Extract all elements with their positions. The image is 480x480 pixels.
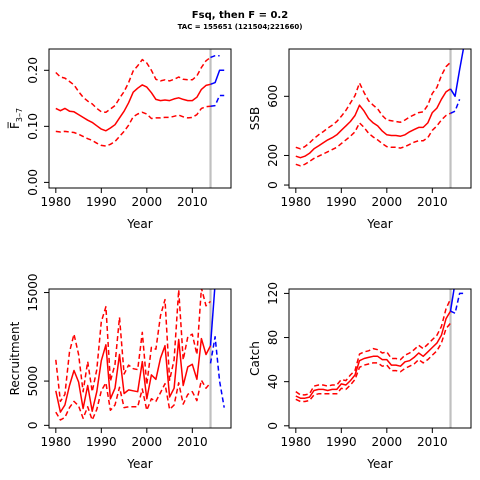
fbar-series-projection-upper — [210, 54, 220, 59]
fbar-ylabel: F̅3–7 — [7, 108, 24, 129]
page-subtitle: TAC = 155651 (121504;221660) — [177, 23, 303, 31]
catch-xtick-label: 2000 — [372, 435, 403, 449]
fbar-panel: 1980 1990 2000 2010 0.00 0.10 0.20 Year F̅3–7 — [7, 48, 232, 231]
ssb-series-historical-median — [295, 88, 451, 159]
catch-frame — [288, 288, 472, 429]
catch-ytick-label: 40 — [266, 374, 280, 389]
recruitment-series-historical-median — [55, 337, 212, 413]
ssb-xlabel: Year — [366, 217, 392, 231]
catch-series-projection-lower — [450, 292, 465, 315]
recruitment-ytick-label: 0 — [26, 422, 40, 430]
recruitment-xtick-label: 2000 — [132, 435, 163, 449]
fbar-xtick-label: 1980 — [41, 195, 72, 209]
catch-series-projection-median — [449, 289, 455, 312]
ssb-ytick-label: 0 — [266, 181, 280, 189]
ssb-xtick-label: 2000 — [372, 195, 403, 209]
recruitment-xtick-label: 2010 — [177, 435, 208, 449]
catch-ytick-label: 0 — [266, 422, 280, 430]
ssb-xtick-label: 1990 — [326, 195, 357, 209]
catch-series-historical-lower — [295, 322, 452, 403]
recruitment-series-historical-upper — [55, 289, 212, 403]
ssb-xtick-label: 2010 — [417, 195, 448, 209]
ssb-ytick-label: 200 — [266, 144, 280, 167]
fbar-xtick-label: 1990 — [86, 195, 117, 209]
ssb-frame — [288, 48, 472, 189]
ssb-ytick-label: 600 — [266, 85, 280, 108]
recruitment-panel: 1980 1990 2000 2010 0 5000 15000 Year Recruitmen… — [8, 273, 232, 471]
ssb-ylabel: SSB — [248, 107, 262, 130]
catch-xtick-label: 1990 — [326, 435, 357, 449]
catch-ytick-label: 120 — [266, 282, 280, 305]
ssb-series-historical-lower — [295, 112, 451, 167]
recruitment-xtick-label: 1980 — [41, 435, 72, 449]
ssb-panel: 1980 1990 2000 2010 0 200 600 Year SSB — [248, 48, 472, 231]
catch-ytick-label: 80 — [266, 330, 280, 345]
fbar-series-projection-median — [210, 69, 225, 86]
catch-xlabel: Year — [366, 457, 392, 471]
fbar-xlabel: Year — [126, 217, 152, 231]
catch-series-historical-upper — [295, 298, 452, 396]
fbar-xtick-label: 2000 — [132, 195, 163, 209]
page-title: Fsq, then F = 0.2 — [191, 10, 289, 21]
recruitment-series-historical-lower — [55, 379, 212, 421]
fbar-series-historical-median — [55, 83, 211, 132]
fbar-ytick-label: 0.10 — [26, 113, 40, 140]
recruitment-ylabel: Recruitment — [8, 321, 22, 395]
recruitment-series-projection-dashed — [209, 336, 225, 408]
recruitment-ytick-label: 15000 — [26, 273, 40, 311]
catch-panel: 1980 1990 2000 2010 0 40 80 120 Year Catch — [248, 282, 472, 471]
ssb-series-projection-median — [449, 49, 465, 98]
recruitment-ytick-label: 5000 — [26, 366, 40, 397]
ssb-series-projection-lower — [450, 99, 461, 114]
fbar-frame — [48, 48, 232, 189]
fbar-series-projection-lower — [210, 94, 225, 107]
catch-xtick-label: 1980 — [281, 435, 312, 449]
recruitment-xtick-label: 1990 — [86, 435, 117, 449]
fbar-series-historical-upper — [55, 56, 211, 114]
recruitment-series-projection-median — [209, 289, 216, 346]
catch-series-historical-median — [295, 310, 452, 399]
fbar-ytick-label: 0.00 — [26, 169, 40, 196]
ssb-xtick-label: 1980 — [281, 195, 312, 209]
ssb-series-historical-upper — [295, 61, 452, 150]
catch-xtick-label: 2010 — [417, 435, 448, 449]
catch-ylabel: Catch — [248, 341, 262, 376]
recruitment-frame — [48, 288, 232, 429]
fbar-xtick-label: 2010 — [177, 195, 208, 209]
fbar-series-historical-lower — [55, 105, 211, 147]
recruitment-xlabel: Year — [126, 457, 152, 471]
fbar-ytick-label: 0.20 — [26, 57, 40, 84]
